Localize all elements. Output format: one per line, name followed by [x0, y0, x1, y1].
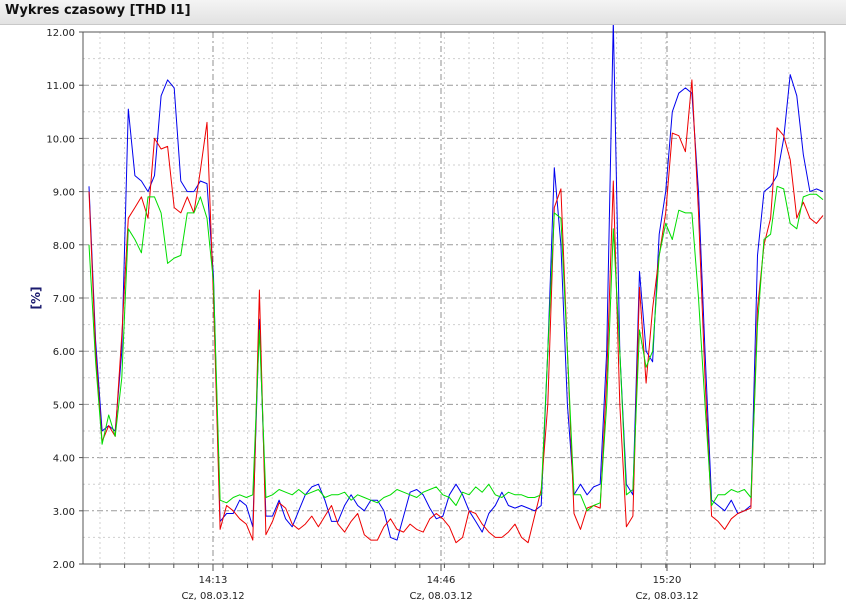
y-tick-label: 9.00: [53, 188, 75, 199]
y-tick-label: 11.00: [46, 81, 75, 92]
window-titlebar: Wykres czasowy [THD I1]: [0, 0, 846, 25]
y-tick-label: 6.00: [53, 347, 75, 358]
x-tick-date: Cz, 08.03.12: [409, 591, 472, 602]
grid-lines: [83, 31, 825, 565]
y-tick-label: 8.00: [53, 241, 75, 252]
y-axis: 2.00 3.00 4.00 5.00 6.00 7.00 8.00 9.00 10.00 11.…: [46, 28, 83, 571]
series-line-blue: [88, 25, 824, 541]
y-tick-label: 2.00: [53, 560, 75, 571]
y-tick-label: 4.00: [53, 454, 75, 465]
y-tick-label: 5.00: [53, 400, 75, 411]
window-title: Wykres czasowy [THD I1]: [5, 3, 191, 18]
x-tick-time: 14:46: [427, 575, 456, 586]
y-tick-label: 10.00: [46, 134, 75, 145]
series-lines: [88, 25, 824, 544]
x-tick-date: Cz, 08.03.12: [635, 591, 698, 602]
y-tick-label: 12.00: [46, 28, 75, 39]
y-tick-label: 7.00: [53, 294, 75, 305]
y-tick-label: 3.00: [53, 507, 75, 518]
x-tick-time: 14:13: [199, 575, 228, 586]
x-tick-date: Cz, 08.03.12: [181, 591, 244, 602]
series-line-green: [88, 185, 824, 512]
x-axis: 14:13 Cz, 08.03.12 14:46 Cz, 08.03.12 15:20 C…: [99, 564, 814, 602]
x-tick-time: 15:20: [653, 575, 682, 586]
line-chart: 2.00 3.00 4.00 5.00 6.00 7.00 8.00 9.00 10.00 11.…: [29, 25, 826, 602]
y-axis-title: [%]: [29, 287, 43, 310]
series-line-red: [88, 79, 824, 544]
